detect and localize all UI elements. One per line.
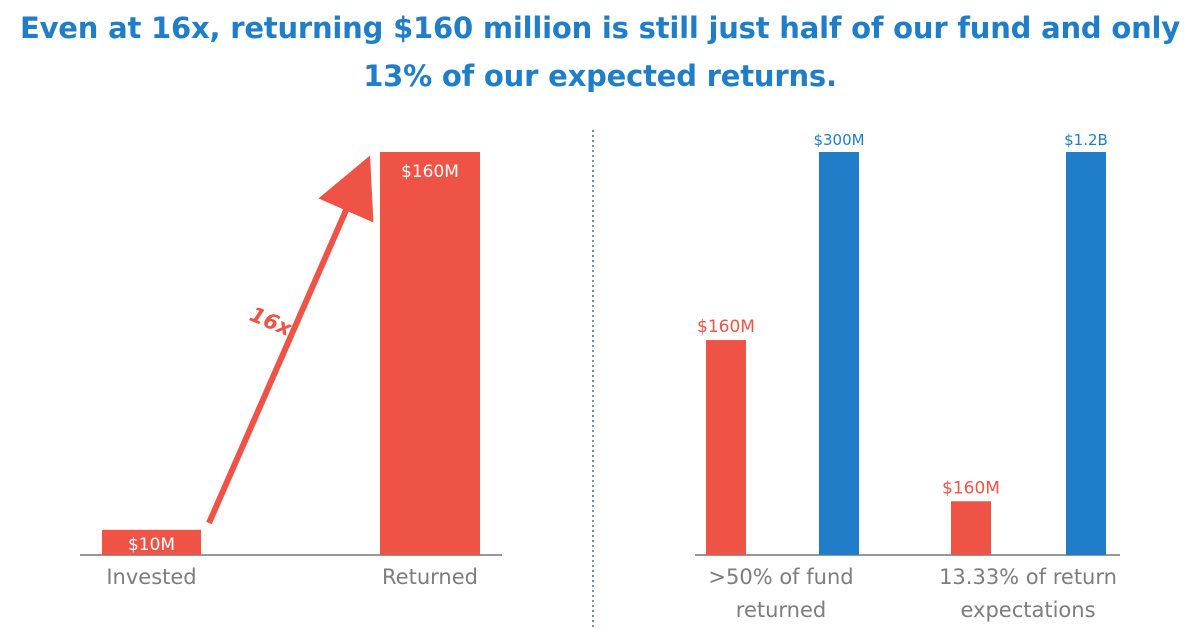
bar-returned	[951, 501, 991, 555]
page-title: Even at 16x, returning $160 million is s…	[0, 4, 1200, 100]
category-label: 13.33% of return	[939, 565, 1117, 589]
bar-returned	[706, 340, 746, 555]
bar-value-label: $160M	[401, 162, 459, 182]
category-label: Returned	[382, 565, 478, 589]
bar-returned	[380, 152, 480, 555]
bar-invested	[102, 529, 201, 555]
bar-value-label: $300M	[813, 131, 864, 149]
category-label: expectations	[960, 598, 1095, 622]
bar-value-label: $1.2B	[1064, 131, 1108, 149]
category-label: returned	[736, 598, 826, 622]
bar-target	[1066, 152, 1106, 555]
title-line-2: 13% of our expected returns.	[363, 59, 837, 93]
bar-value-label: $160M	[697, 317, 755, 337]
bar-target	[819, 152, 859, 555]
bar-value-label: $160M	[942, 478, 1000, 498]
bar-value-label: $10M	[128, 535, 175, 555]
category-label: Invested	[106, 565, 196, 589]
category-label: >50% of fund	[708, 565, 853, 589]
title-line-1: Even at 16x, returning $160 million is s…	[19, 11, 1180, 45]
growth-arrow	[206, 155, 374, 525]
